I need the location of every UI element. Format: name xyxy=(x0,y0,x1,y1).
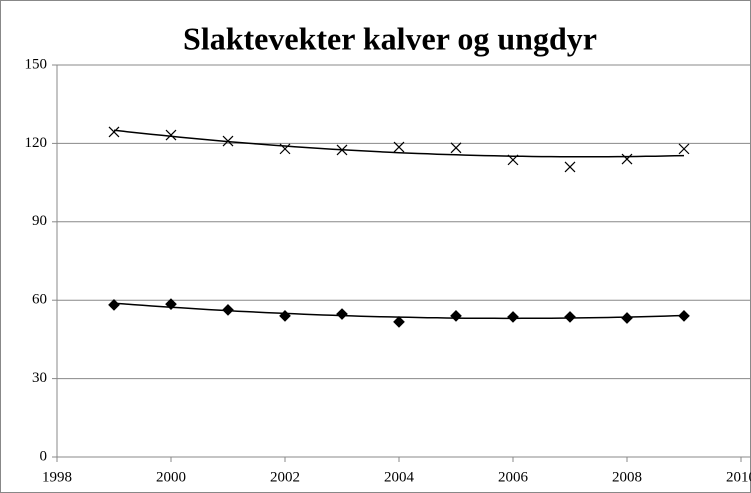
x-tick-label: 2006 xyxy=(498,469,529,485)
point xyxy=(621,312,633,324)
point xyxy=(564,311,576,323)
point xyxy=(450,142,462,154)
x-tick-label: 2000 xyxy=(156,469,186,485)
point xyxy=(564,161,576,173)
point xyxy=(279,310,291,322)
point xyxy=(450,310,462,322)
y-tick-label: 30 xyxy=(32,370,47,386)
point xyxy=(222,135,234,147)
point xyxy=(108,299,120,311)
trendline xyxy=(113,129,685,158)
point xyxy=(393,316,405,328)
point xyxy=(165,298,177,310)
x-tick-label: 1998 xyxy=(42,469,72,485)
chart-title: Slaktevekter kalver og ungdyr xyxy=(183,20,597,56)
x-tick-label: 2010 xyxy=(726,469,751,485)
y-tick-label: 150 xyxy=(25,56,48,72)
point xyxy=(678,310,690,322)
point xyxy=(678,143,690,155)
point xyxy=(279,143,291,155)
point xyxy=(507,154,519,166)
point xyxy=(108,126,120,138)
point xyxy=(222,304,234,316)
x-tick-label: 2008 xyxy=(612,469,642,485)
point xyxy=(393,141,405,153)
y-tick-label: 120 xyxy=(25,135,48,151)
point xyxy=(621,153,633,165)
x-tick-label: 2004 xyxy=(384,469,415,485)
y-tick-label: 0 xyxy=(40,448,48,464)
point xyxy=(336,144,348,156)
point xyxy=(507,311,519,323)
y-tick-label: 90 xyxy=(32,213,47,229)
x-tick-label: 2002 xyxy=(270,469,300,485)
point xyxy=(165,129,177,141)
point xyxy=(336,308,348,320)
y-tick-label: 60 xyxy=(32,292,47,308)
